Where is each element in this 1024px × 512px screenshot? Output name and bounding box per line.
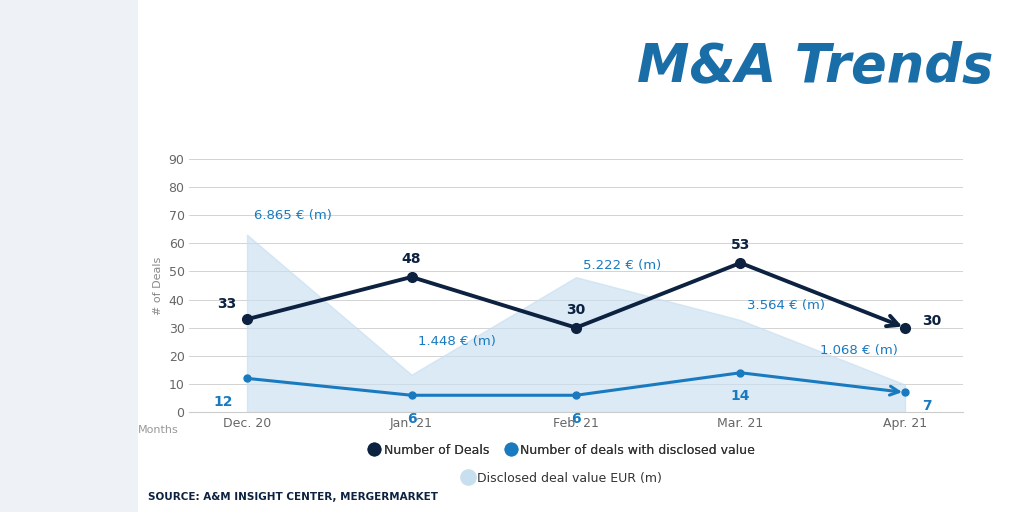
Text: 53: 53 — [731, 238, 751, 252]
Y-axis label: # of Deals: # of Deals — [153, 257, 163, 314]
Text: 14: 14 — [731, 390, 751, 403]
Text: 33: 33 — [217, 297, 236, 311]
Legend: Disclosed deal value EUR (m): Disclosed deal value EUR (m) — [460, 467, 667, 490]
Text: 6: 6 — [571, 412, 581, 426]
Text: 48: 48 — [401, 252, 421, 266]
Text: 12: 12 — [214, 395, 233, 409]
Text: 1.448 € (m): 1.448 € (m) — [419, 335, 497, 348]
Text: 5.222 € (m): 5.222 € (m) — [583, 259, 662, 272]
Text: 30: 30 — [566, 303, 586, 316]
Text: 3.564 € (m): 3.564 € (m) — [748, 298, 825, 312]
Text: SOURCE: A&M INSIGHT CENTER, MERGERMARKET: SOURCE: A&M INSIGHT CENTER, MERGERMARKET — [148, 492, 438, 502]
Text: 6: 6 — [407, 412, 417, 426]
Text: M&A Trends: M&A Trends — [637, 41, 993, 93]
Text: Months: Months — [138, 425, 179, 435]
Legend: Number of Deals, Number of deals with disclosed value: Number of Deals, Number of deals with di… — [367, 439, 760, 462]
Text: 7: 7 — [922, 399, 931, 413]
Text: 6.865 € (m): 6.865 € (m) — [254, 208, 332, 222]
Text: 30: 30 — [922, 314, 941, 328]
Text: 1.068 € (m): 1.068 € (m) — [820, 344, 898, 357]
